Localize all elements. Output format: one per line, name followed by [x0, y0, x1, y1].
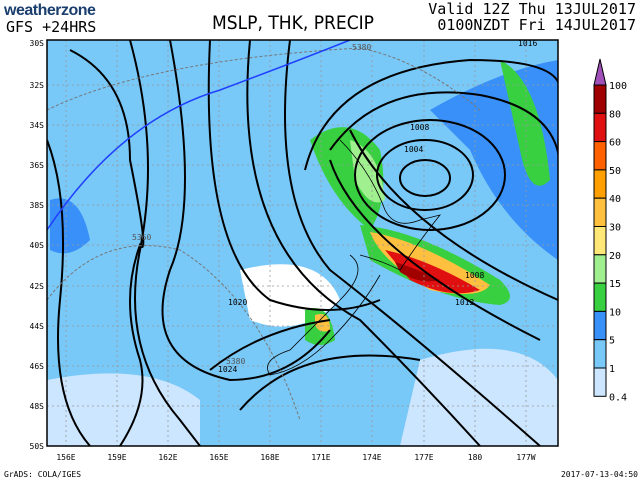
legend-swatch	[593, 84, 607, 114]
thickness-label: 5380	[226, 357, 245, 366]
timestamp-label: 2017-07-13-04:50	[560, 470, 638, 479]
model-run-label: GFS +24HRS	[6, 18, 97, 36]
legend-label: 0.4	[609, 392, 627, 403]
isobar-label: 1012	[455, 298, 474, 307]
svg-text:159E: 159E	[107, 453, 126, 462]
map-title: MSLP, THK, PRECIP	[212, 12, 374, 34]
svg-text:46S: 46S	[30, 362, 45, 371]
svg-text:44S: 44S	[30, 322, 45, 331]
svg-text:50S: 50S	[30, 442, 45, 451]
isobar-label: 1008	[465, 271, 484, 280]
valid-time-utc: Valid 12Z Thu 13JUL2017	[428, 0, 636, 18]
legend-label: 40	[609, 194, 621, 205]
isobar-label: 1020	[228, 298, 247, 307]
legend-swatch	[593, 282, 607, 312]
svg-text:156E: 156E	[56, 453, 75, 462]
legend-label: 80	[609, 109, 621, 120]
svg-text:34S: 34S	[30, 121, 45, 130]
svg-text:38S: 38S	[30, 201, 45, 210]
isobar-label: 1016	[518, 39, 537, 48]
svg-text:174E: 174E	[362, 453, 381, 462]
isobar-label: 1008	[410, 123, 429, 132]
valid-time-local: 0100NZDT Fri 14JUL2017	[437, 16, 636, 34]
svg-text:36S: 36S	[30, 161, 45, 170]
legend-swatch-overflow	[593, 58, 607, 86]
precip-legend: 100 80 60 50 40 30 20 15 10 5 1 0.4	[593, 58, 627, 403]
weatherzone-logo: weatherzone	[4, 2, 96, 19]
freezing-level-line	[47, 40, 351, 231]
legend-label: 15	[609, 279, 621, 290]
svg-text:168E: 168E	[260, 453, 279, 462]
svg-text:40S: 40S	[30, 241, 45, 250]
legend-swatch	[593, 226, 607, 256]
legend-swatch	[593, 339, 607, 369]
legend-swatch	[593, 310, 607, 341]
legend-label: 5	[609, 336, 615, 347]
legend-label: 1	[609, 364, 615, 375]
thickness-contours	[47, 47, 481, 421]
legend-label: 10	[609, 307, 621, 318]
legend-swatch	[593, 112, 607, 143]
lon-labels: 156E 159E 162E 165E 168E 171E 174E 177E 180 1…	[56, 453, 535, 462]
legend-swatch	[593, 169, 607, 199]
precip-field	[47, 40, 558, 446]
lat-labels: 30S 32S 34S 36S 38S 40S 42S 44S 46S 48S 50S	[30, 39, 45, 451]
map-frame	[46, 39, 559, 447]
svg-text:180: 180	[468, 453, 483, 462]
svg-text:177E: 177E	[414, 453, 433, 462]
thickness-label: 5380	[352, 43, 371, 52]
isobars	[47, 40, 558, 446]
legend-swatch	[593, 254, 607, 284]
legend-label: 50	[609, 166, 621, 177]
legend-label: 20	[609, 251, 621, 262]
svg-text:171E: 171E	[311, 453, 330, 462]
svg-text:177W: 177W	[516, 453, 535, 462]
isobar-labels: 1008 1004 1008 1012 1020 1024 1016 5380 …	[132, 39, 537, 374]
svg-text:162E: 162E	[158, 453, 177, 462]
legend-swatch	[593, 367, 607, 397]
legend-swatch	[593, 141, 607, 171]
svg-text:48S: 48S	[30, 402, 45, 411]
legend-label: 30	[609, 223, 621, 234]
svg-text:30S: 30S	[30, 39, 45, 48]
legend-label: 100	[609, 81, 627, 92]
legend-swatch	[593, 197, 607, 227]
svg-text:32S: 32S	[30, 81, 45, 90]
isobar-label: 1004	[404, 145, 423, 154]
legend-label: 60	[609, 138, 621, 149]
thickness-label: 5360	[132, 233, 151, 242]
svg-text:165E: 165E	[209, 453, 228, 462]
coastline-nz	[267, 139, 442, 376]
credit-label: GrADS: COLA/IGES	[4, 470, 82, 479]
svg-text:42S: 42S	[30, 282, 45, 291]
isobar-label: 1024	[218, 365, 237, 374]
